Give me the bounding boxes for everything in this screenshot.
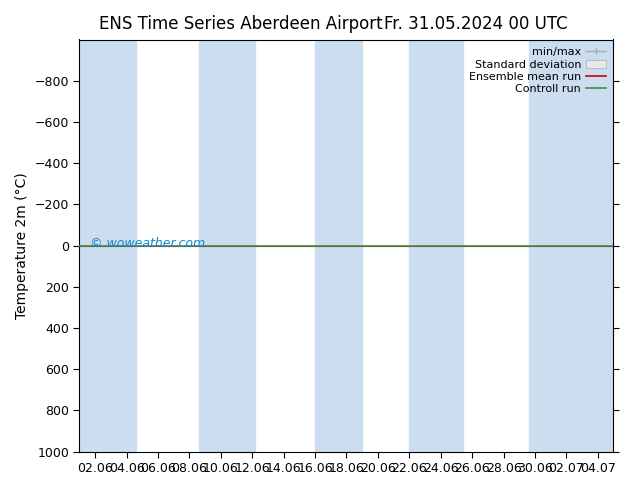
Text: Fr. 31.05.2024 00 UTC: Fr. 31.05.2024 00 UTC xyxy=(384,15,567,33)
Bar xyxy=(79,40,136,452)
Bar xyxy=(315,40,362,452)
Bar xyxy=(410,40,463,452)
Text: ENS Time Series Aberdeen Airport: ENS Time Series Aberdeen Airport xyxy=(99,15,383,33)
Text: © woweather.com: © woweather.com xyxy=(90,237,205,250)
Y-axis label: Temperature 2m (°C): Temperature 2m (°C) xyxy=(15,172,29,319)
Legend: min/max, Standard deviation, Ensemble mean run, Controll run: min/max, Standard deviation, Ensemble me… xyxy=(465,43,610,99)
Bar xyxy=(529,40,614,452)
Bar xyxy=(199,40,256,452)
